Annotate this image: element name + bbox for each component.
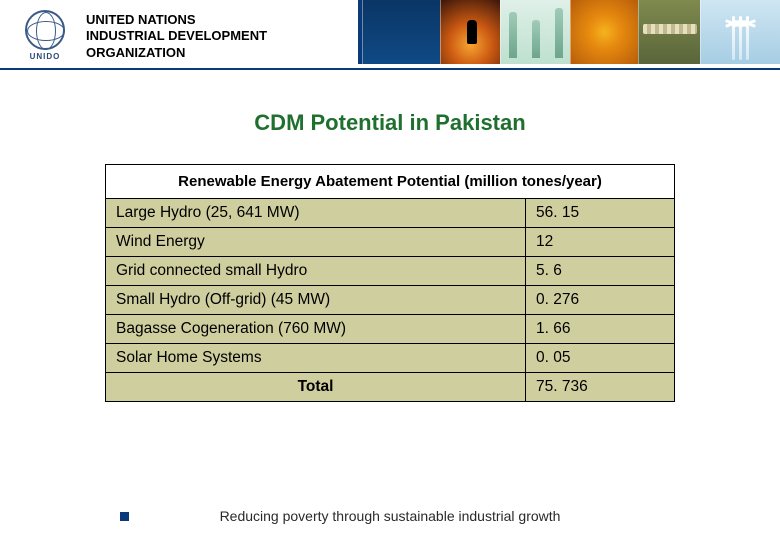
row-value: 0. 276: [526, 286, 674, 314]
slide-header: UNIDO UNITED NATIONS INDUSTRIAL DEVELOPM…: [0, 0, 780, 70]
row-value: 5. 6: [526, 257, 674, 285]
table-row: Large Hydro (25, 641 MW)56. 15: [105, 199, 675, 228]
photo-sunflower-icon: [570, 0, 638, 64]
row-label: Grid connected small Hydro: [106, 257, 526, 285]
header-photo-strip: [358, 0, 780, 64]
org-name: UNITED NATIONS INDUSTRIAL DEVELOPMENT OR…: [86, 8, 267, 61]
row-label: Small Hydro (Off-grid) (45 MW): [106, 286, 526, 314]
total-value: 75. 736: [526, 373, 674, 401]
footer-tagline: Reducing poverty through sustainable ind…: [0, 508, 780, 524]
row-value: 0. 05: [526, 344, 674, 372]
globe-icon: [25, 10, 65, 50]
row-label: Wind Energy: [106, 228, 526, 256]
logo-text: UNIDO: [30, 52, 61, 61]
photo-grain-icon: [638, 0, 700, 64]
table-row: Small Hydro (Off-grid) (45 MW)0. 276: [105, 286, 675, 315]
header-rule: [0, 68, 780, 70]
org-name-line1: UNITED NATIONS: [86, 12, 267, 28]
table-row: Wind Energy12: [105, 228, 675, 257]
row-label: Large Hydro (25, 641 MW): [106, 199, 526, 227]
row-label: Solar Home Systems: [106, 344, 526, 372]
table-row: Grid connected small Hydro5. 6: [105, 257, 675, 286]
row-value: 56. 15: [526, 199, 674, 227]
row-label: Bagasse Cogeneration (760 MW): [106, 315, 526, 343]
org-name-line2: INDUSTRIAL DEVELOPMENT: [86, 28, 267, 44]
row-value: 1. 66: [526, 315, 674, 343]
slide-title: CDM Potential in Pakistan: [0, 110, 780, 136]
photo-testtubes-icon: [500, 0, 570, 64]
table-header: Renewable Energy Abatement Potential (mi…: [105, 164, 675, 199]
photo-sunset-icon: [440, 0, 500, 64]
total-label: Total: [106, 373, 526, 401]
row-value: 12: [526, 228, 674, 256]
table-row: Bagasse Cogeneration (760 MW)1. 66: [105, 315, 675, 344]
photo-globe-icon: [362, 0, 440, 64]
photo-windturbines-icon: [700, 0, 780, 64]
table-total-row: Total75. 736: [105, 373, 675, 402]
org-name-line3: ORGANIZATION: [86, 45, 267, 61]
table-row: Solar Home Systems0. 05: [105, 344, 675, 373]
abatement-table: Renewable Energy Abatement Potential (mi…: [105, 164, 675, 402]
unido-logo: UNIDO: [14, 8, 76, 62]
